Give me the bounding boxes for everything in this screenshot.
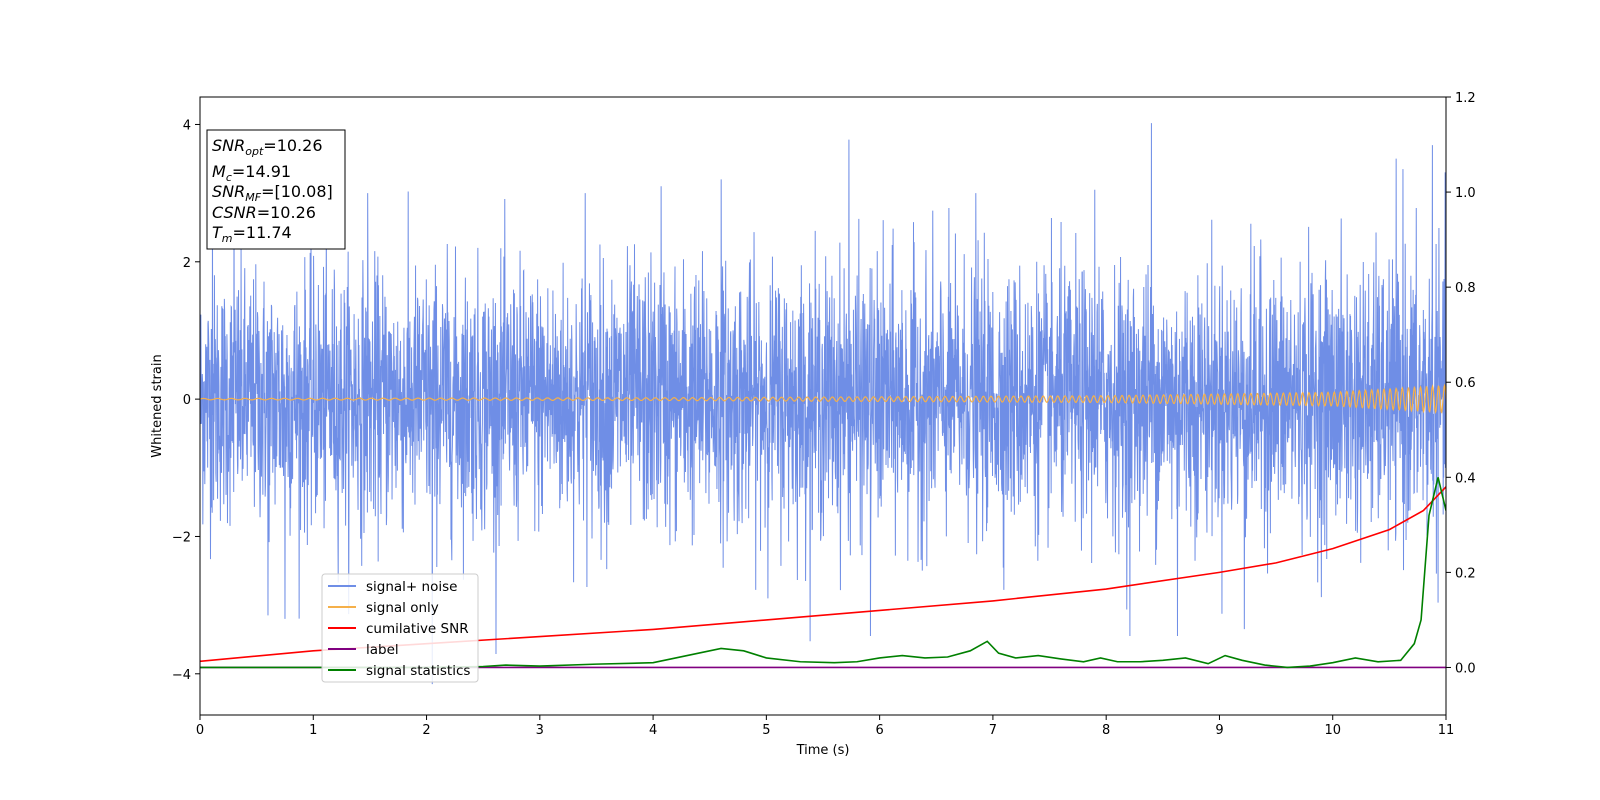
y-tick-label: 4 <box>183 118 191 133</box>
info-symbol: SNR <box>212 136 245 155</box>
x-tick-label: 3 <box>536 723 544 738</box>
info-symbol: M <box>212 162 226 181</box>
legend-frame <box>321 573 479 683</box>
axes: 0 1 2 3 4 5 6 7 8 9 10 11 4 2 0 −2 −4 1.2 1.0 0.8 0.6 0.4 0.2 0… <box>172 91 1476 738</box>
y2-tick-label: 0.0 <box>1455 661 1476 676</box>
info-line: CSNR=10.26 <box>212 203 316 222</box>
x-tick-label: 5 <box>762 723 770 738</box>
x-tick-label: 9 <box>1215 723 1223 738</box>
y-axis-label: Whitened strain <box>150 354 165 457</box>
y2-tick-label: 0.6 <box>1455 376 1476 391</box>
x-tick-label: 2 <box>422 723 430 738</box>
info-subscript: c <box>226 171 232 184</box>
x-tick-label: 1 <box>309 723 317 738</box>
info-box-frame <box>206 129 346 250</box>
x-tick-label: 7 <box>989 723 997 738</box>
legend-label: signal+ noise <box>366 579 457 595</box>
legend: signal+ noise signal only cumilative SNR la… <box>321 573 479 683</box>
series-signal-only-line <box>200 383 1446 415</box>
legend-label: signal only <box>366 600 439 616</box>
y2-tick-label: 0.8 <box>1455 281 1476 296</box>
y-tick-label: 2 <box>183 256 191 271</box>
info-symbol: T <box>212 223 223 242</box>
info-line: Tm=11.74 <box>212 223 292 245</box>
info-subscript: m <box>222 232 233 245</box>
legend-label: signal statistics <box>366 663 470 679</box>
info-value: =14.91 <box>232 162 291 181</box>
info-symbol: SNR <box>212 182 245 201</box>
x-tick-label: 8 <box>1102 723 1110 738</box>
x-tick-label: 6 <box>875 723 883 738</box>
y2-tick-label: 0.2 <box>1455 566 1476 581</box>
info-subscript: MF <box>245 191 261 204</box>
info-box: SNRopt=10.26Mc=14.91SNRMF=[10.08]CSNR=10… <box>206 129 346 250</box>
y2-tick-label: 0.4 <box>1455 471 1476 486</box>
series-signal-noise-line <box>200 123 1446 685</box>
y-tick-label: −4 <box>172 668 191 683</box>
y2-tick-label: 1.0 <box>1455 186 1476 201</box>
info-line: Mc=14.91 <box>212 162 291 184</box>
info-value: =10.26 <box>257 203 316 222</box>
legend-label: label <box>366 642 399 658</box>
info-value: =[10.08] <box>261 182 333 201</box>
legend-label: cumilative SNR <box>366 621 469 637</box>
y-tick-label: −2 <box>172 530 191 545</box>
info-line: SNRopt=10.26 <box>212 136 323 158</box>
info-symbol: CSNR <box>212 203 257 222</box>
x-tick-label: 0 <box>196 723 204 738</box>
x-tick-label: 11 <box>1438 723 1455 738</box>
info-value: =10.26 <box>263 136 322 155</box>
y2-tick-label: 1.2 <box>1455 91 1476 106</box>
x-axis-label: Time (s) <box>796 743 850 758</box>
plot-frame <box>199 96 1447 716</box>
series-signal-statistics-line <box>200 477 1446 669</box>
x-tick-label: 10 <box>1324 723 1341 738</box>
info-subscript: opt <box>245 145 264 158</box>
info-value: =11.74 <box>233 223 292 242</box>
info-line: SNRMF=[10.08] <box>212 182 333 204</box>
y-tick-label: 0 <box>183 393 191 408</box>
x-tick-label: 4 <box>649 723 657 738</box>
